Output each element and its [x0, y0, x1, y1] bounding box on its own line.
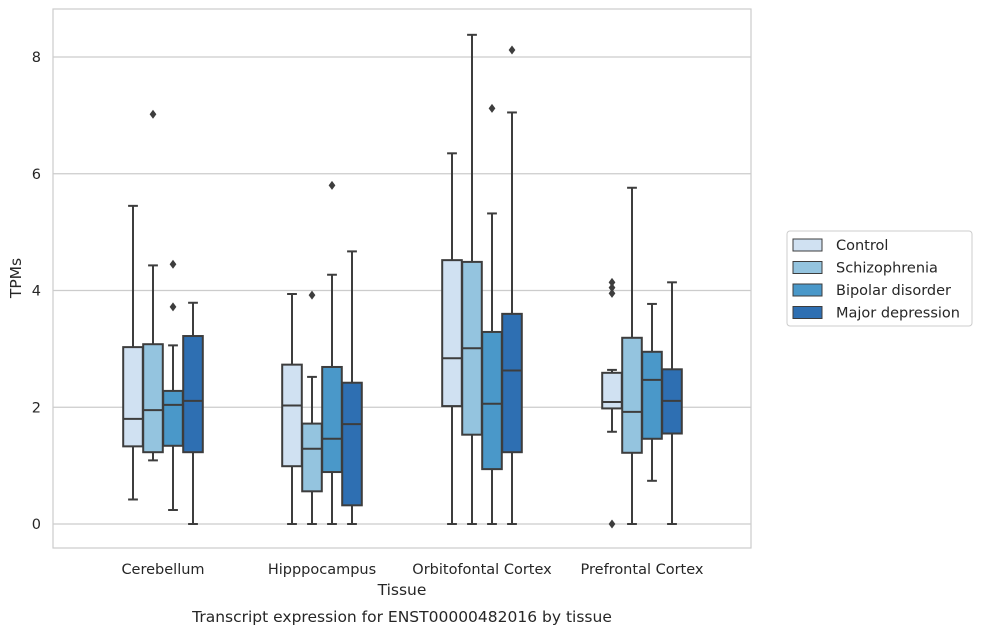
box-bipolar-disorder [162, 259, 184, 511]
box-schizophrenia [142, 109, 164, 462]
y-tick-label: 2 [32, 400, 41, 416]
x-tick-label: Hipppocampus [268, 562, 376, 578]
outlier-point [308, 290, 316, 300]
y-axis-label: TPMs [7, 258, 25, 299]
box-bipolar-disorder [321, 180, 343, 525]
outlier-point [608, 283, 616, 293]
outlier-point [169, 302, 177, 312]
box-body [441, 259, 463, 408]
box-bipolar-disorder [481, 103, 503, 525]
y-tick-label: 6 [32, 167, 41, 183]
outlier-point [608, 519, 616, 529]
x-tick-labels: Cerebellum Hipppocampus Orbitofontal Corte… [121, 562, 703, 578]
box-body [182, 335, 204, 454]
box-major-depression [661, 281, 683, 525]
box-major-depression [501, 45, 523, 525]
plot-frame [52, 8, 752, 549]
legend-label: Bipolar disorder [836, 283, 951, 299]
box-control [122, 204, 144, 501]
box-schizophrenia [621, 186, 643, 525]
box-major-depression [182, 301, 204, 525]
box-body [621, 336, 643, 454]
box-schizophrenia [461, 33, 483, 525]
box-control [601, 277, 623, 529]
boxes [122, 33, 683, 529]
box-control [281, 293, 303, 525]
legend-label: Control [836, 238, 888, 254]
box-major-depression [341, 250, 363, 525]
x-tick-label: Prefrontal Cortex [581, 562, 704, 578]
legend-swatch [792, 306, 823, 319]
legend-frame [786, 230, 973, 327]
outlier-point [169, 259, 177, 269]
outlier-point [488, 103, 496, 113]
box-bipolar-disorder [641, 302, 663, 482]
y-tick-labels: 0 2 4 6 8 [32, 50, 41, 533]
box-body [501, 312, 523, 454]
box-body [301, 422, 323, 493]
legend-swatch [792, 238, 823, 252]
chart-caption: Transcript expression for ENST0000048201… [191, 608, 612, 626]
box-control [441, 152, 463, 525]
box-body [641, 350, 663, 440]
y-tick-label: 8 [32, 50, 41, 66]
legend-swatch [792, 283, 823, 297]
box-body [321, 365, 343, 474]
box-body [601, 371, 623, 410]
outlier-point [328, 180, 336, 190]
legend-swatch [792, 261, 823, 274]
grid-lines [53, 56, 751, 525]
legend-label: Major depression [836, 306, 960, 322]
outlier-point [608, 277, 616, 287]
legend-label: Schizophrenia [836, 261, 938, 277]
legend: Control Schizophrenia Bipolar disorder Majo… [786, 230, 973, 327]
box-body [122, 346, 144, 448]
box-body [142, 343, 164, 454]
box-body [162, 389, 184, 447]
x-tick-label: Orbitofontal Cortex [412, 562, 552, 578]
y-tick-label: 4 [32, 284, 41, 300]
x-axis-label: Tissue [377, 581, 427, 599]
y-tick-label: 0 [32, 517, 41, 533]
box-body [341, 381, 363, 507]
outlier-point [608, 288, 616, 298]
x-tick-label: Cerebellum [121, 562, 204, 578]
outlier-point [508, 45, 516, 55]
outlier-point [149, 109, 157, 119]
box-body [281, 363, 303, 468]
box-body [481, 330, 503, 471]
